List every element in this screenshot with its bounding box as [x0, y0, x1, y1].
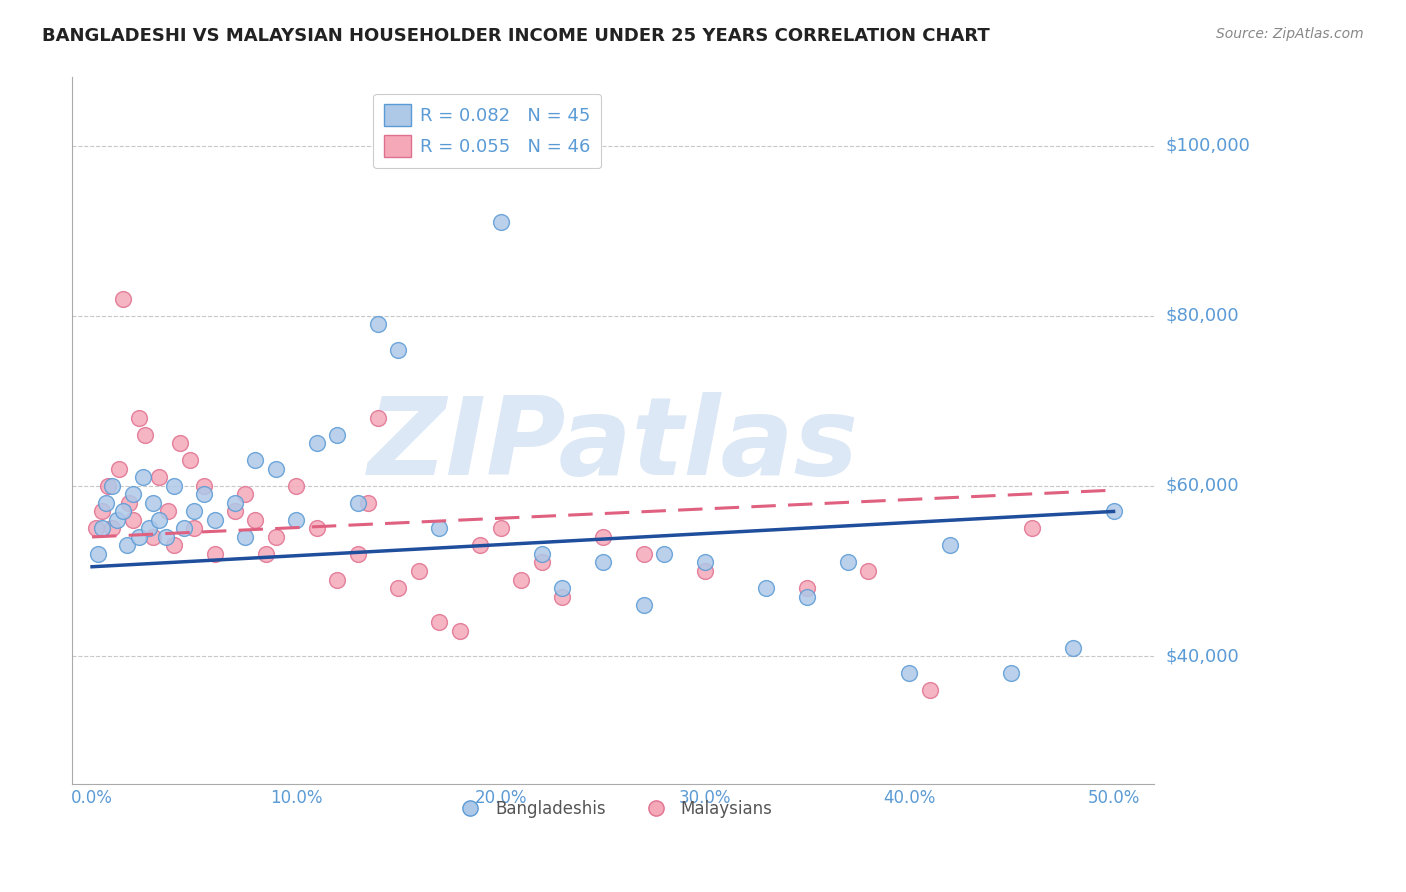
Malaysians: [163, 539, 186, 553]
Bangladeshis: [148, 513, 170, 527]
Bangladeshis: [173, 521, 195, 535]
Bangladeshis: [427, 521, 450, 535]
Malaysians: [427, 615, 450, 629]
Malaysians: [592, 530, 614, 544]
Malaysians: [326, 573, 349, 587]
Malaysians: [148, 470, 170, 484]
Bangladeshis: [305, 436, 328, 450]
Bangladeshis: [939, 539, 962, 553]
Bangladeshis: [224, 496, 246, 510]
Bangladeshis: [693, 556, 716, 570]
Malaysians: [449, 624, 471, 638]
Malaysians: [91, 504, 114, 518]
Malaysians: [285, 479, 308, 493]
Malaysians: [97, 479, 120, 493]
Legend: Bangladeshis, Malaysians: Bangladeshis, Malaysians: [447, 794, 779, 825]
Bangladeshis: [551, 581, 574, 595]
Malaysians: [408, 564, 430, 578]
Bangladeshis: [489, 215, 512, 229]
Malaysians: [204, 547, 226, 561]
Bangladeshis: [115, 539, 138, 553]
Bangladeshis: [285, 513, 308, 527]
Bangladeshis: [898, 666, 921, 681]
Malaysians: [530, 556, 553, 570]
Bangladeshis: [387, 343, 409, 357]
Bangladeshis: [633, 598, 655, 612]
Text: $40,000: $40,000: [1166, 647, 1239, 665]
Bangladeshis: [204, 513, 226, 527]
Bangladeshis: [111, 504, 134, 518]
Text: $80,000: $80,000: [1166, 307, 1239, 325]
Text: ZIPatlas: ZIPatlas: [367, 392, 859, 498]
Text: $60,000: $60,000: [1166, 477, 1239, 495]
Bangladeshis: [264, 462, 287, 476]
Malaysians: [346, 547, 368, 561]
Malaysians: [387, 581, 409, 595]
Bangladeshis: [91, 521, 114, 535]
Bangladeshis: [326, 427, 349, 442]
Bangladeshis: [138, 521, 160, 535]
Bangladeshis: [233, 530, 256, 544]
Malaysians: [224, 504, 246, 518]
Bangladeshis: [245, 453, 267, 467]
Malaysians: [858, 564, 880, 578]
Bangladeshis: [346, 496, 368, 510]
Bangladeshis: [1000, 666, 1022, 681]
Malaysians: [169, 436, 191, 450]
Malaysians: [254, 547, 277, 561]
Malaysians: [470, 539, 492, 553]
Bangladeshis: [132, 470, 155, 484]
Bangladeshis: [796, 590, 818, 604]
Malaysians: [107, 462, 129, 476]
Malaysians: [305, 521, 328, 535]
Malaysians: [193, 479, 215, 493]
Text: $100,000: $100,000: [1166, 136, 1250, 154]
Malaysians: [134, 427, 156, 442]
Bangladeshis: [1102, 504, 1125, 518]
Malaysians: [796, 581, 818, 595]
Bangladeshis: [592, 556, 614, 570]
Malaysians: [357, 496, 380, 510]
Malaysians: [118, 496, 141, 510]
Bangladeshis: [367, 317, 389, 331]
Malaysians: [142, 530, 165, 544]
Malaysians: [1021, 521, 1043, 535]
Bangladeshis: [837, 556, 859, 570]
Malaysians: [122, 513, 145, 527]
Malaysians: [633, 547, 655, 561]
Malaysians: [489, 521, 512, 535]
Malaysians: [101, 521, 124, 535]
Bangladeshis: [128, 530, 150, 544]
Bangladeshis: [122, 487, 145, 501]
Malaysians: [156, 504, 179, 518]
Bangladeshis: [101, 479, 124, 493]
Bangladeshis: [530, 547, 553, 561]
Malaysians: [245, 513, 267, 527]
Bangladeshis: [652, 547, 675, 561]
Malaysians: [264, 530, 287, 544]
Bangladeshis: [193, 487, 215, 501]
Text: BANGLADESHI VS MALAYSIAN HOUSEHOLDER INCOME UNDER 25 YEARS CORRELATION CHART: BANGLADESHI VS MALAYSIAN HOUSEHOLDER INC…: [42, 27, 990, 45]
Malaysians: [367, 410, 389, 425]
Malaysians: [693, 564, 716, 578]
Malaysians: [128, 410, 150, 425]
Bangladeshis: [155, 530, 177, 544]
Bangladeshis: [142, 496, 165, 510]
Malaysians: [918, 683, 941, 698]
Text: Source: ZipAtlas.com: Source: ZipAtlas.com: [1216, 27, 1364, 41]
Malaysians: [111, 292, 134, 306]
Bangladeshis: [183, 504, 205, 518]
Malaysians: [551, 590, 574, 604]
Malaysians: [233, 487, 256, 501]
Malaysians: [84, 521, 107, 535]
Bangladeshis: [105, 513, 128, 527]
Bangladeshis: [87, 547, 110, 561]
Bangladeshis: [1062, 640, 1084, 655]
Malaysians: [183, 521, 205, 535]
Bangladeshis: [96, 496, 118, 510]
Bangladeshis: [163, 479, 186, 493]
Bangladeshis: [755, 581, 778, 595]
Malaysians: [179, 453, 201, 467]
Malaysians: [510, 573, 533, 587]
